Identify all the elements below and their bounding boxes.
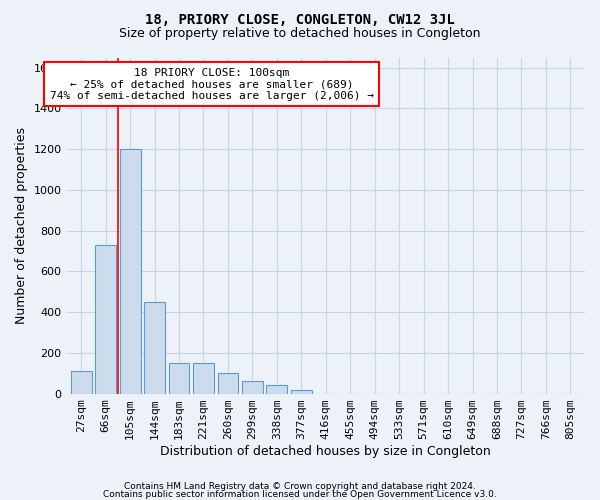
Y-axis label: Number of detached properties: Number of detached properties (15, 127, 28, 324)
Bar (266, 386, 287, 394)
Text: Contains public sector information licensed under the Open Government Licence v3: Contains public sector information licen… (103, 490, 497, 499)
Bar (95, 245, 116, 394)
Bar (71, 371, 92, 394)
Bar (169, 363, 190, 394)
Bar (120, 149, 140, 394)
Bar (193, 363, 214, 394)
Text: Size of property relative to detached houses in Congleton: Size of property relative to detached ho… (119, 28, 481, 40)
Bar (291, 390, 312, 394)
X-axis label: Distribution of detached houses by size in Congleton: Distribution of detached houses by size … (160, 444, 491, 458)
Bar (218, 373, 238, 394)
Text: 18, PRIORY CLOSE, CONGLETON, CW12 3JL: 18, PRIORY CLOSE, CONGLETON, CW12 3JL (145, 12, 455, 26)
Text: 18 PRIORY CLOSE: 100sqm
← 25% of detached houses are smaller (689)
74% of semi-d: 18 PRIORY CLOSE: 100sqm ← 25% of detache… (50, 68, 374, 101)
Bar (144, 302, 165, 394)
Text: Contains HM Land Registry data © Crown copyright and database right 2024.: Contains HM Land Registry data © Crown c… (124, 482, 476, 491)
Bar (242, 382, 263, 394)
